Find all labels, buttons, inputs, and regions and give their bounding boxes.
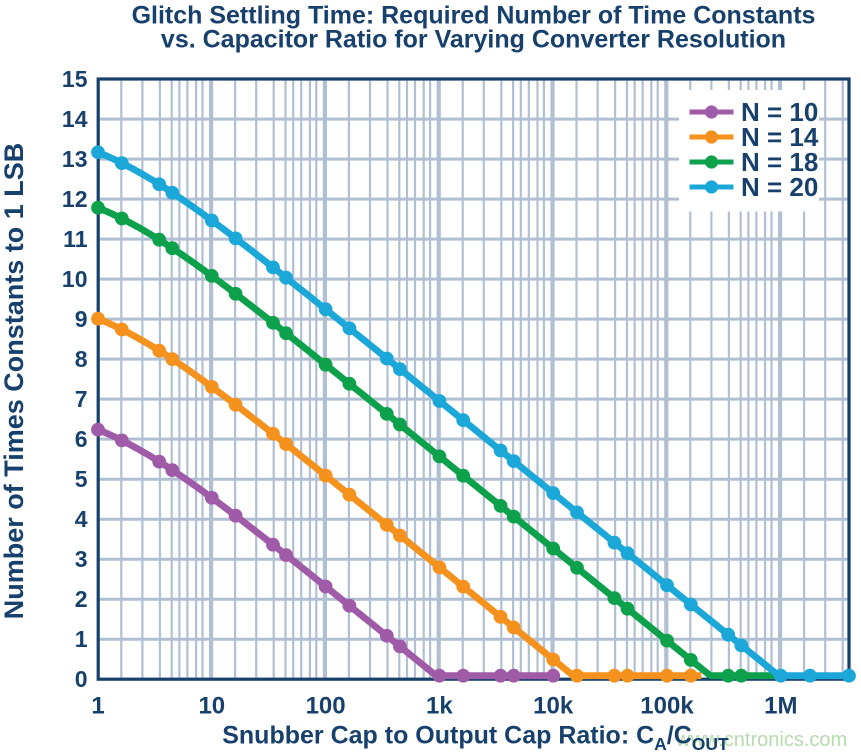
svg-text:9: 9 — [75, 306, 88, 332]
svg-text:5: 5 — [75, 466, 88, 492]
svg-text:Glitch Settling Time: Required: Glitch Settling Time: Required Number of… — [132, 2, 816, 30]
svg-text:6: 6 — [75, 426, 88, 452]
svg-text:N = 14: N = 14 — [741, 122, 819, 152]
svg-text:2: 2 — [75, 586, 88, 612]
svg-text:15: 15 — [62, 66, 88, 92]
svg-text:14: 14 — [62, 106, 88, 132]
svg-text:1M: 1M — [764, 693, 797, 720]
svg-text:12: 12 — [62, 186, 88, 212]
svg-text:10: 10 — [62, 266, 88, 292]
svg-text:13: 13 — [62, 146, 88, 172]
svg-text:N = 10: N = 10 — [741, 97, 818, 127]
svg-text:1: 1 — [91, 693, 104, 720]
svg-text:Number of Times Constants to 1: Number of Times Constants to 1 LSB — [0, 143, 29, 620]
svg-text:4: 4 — [75, 506, 88, 532]
svg-text:vs. Capacitor Ratio for Varyin: vs. Capacitor Ratio for Varying Converte… — [161, 26, 786, 54]
svg-text:N = 18: N = 18 — [741, 147, 818, 177]
svg-text:11: 11 — [63, 226, 88, 252]
svg-text:www.cntronics.com: www.cntronics.com — [675, 729, 847, 751]
svg-text:3: 3 — [75, 546, 88, 572]
svg-text:1: 1 — [75, 626, 88, 652]
svg-text:10k: 10k — [533, 693, 574, 720]
svg-text:100k: 100k — [640, 693, 694, 720]
svg-text:100: 100 — [306, 693, 346, 720]
svg-text:10: 10 — [198, 693, 225, 720]
svg-text:Snubber Cap to Output Cap Rati: Snubber Cap to Output Cap Ratio: CA/COUT — [222, 722, 729, 755]
svg-text:0: 0 — [75, 666, 88, 692]
svg-text:N = 20: N = 20 — [741, 172, 818, 202]
svg-text:8: 8 — [75, 346, 88, 372]
svg-text:7: 7 — [75, 386, 88, 412]
svg-text:1k: 1k — [426, 693, 453, 720]
